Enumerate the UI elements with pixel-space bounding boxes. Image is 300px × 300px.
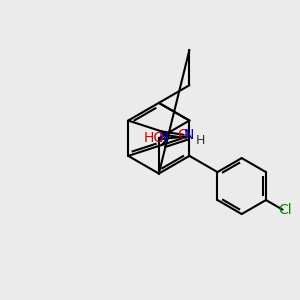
- Text: N: N: [183, 128, 194, 142]
- Text: N: N: [159, 131, 169, 145]
- Text: Cl: Cl: [279, 202, 292, 217]
- Text: O: O: [177, 128, 188, 142]
- Text: H: H: [196, 134, 206, 147]
- Text: HO: HO: [144, 131, 165, 145]
